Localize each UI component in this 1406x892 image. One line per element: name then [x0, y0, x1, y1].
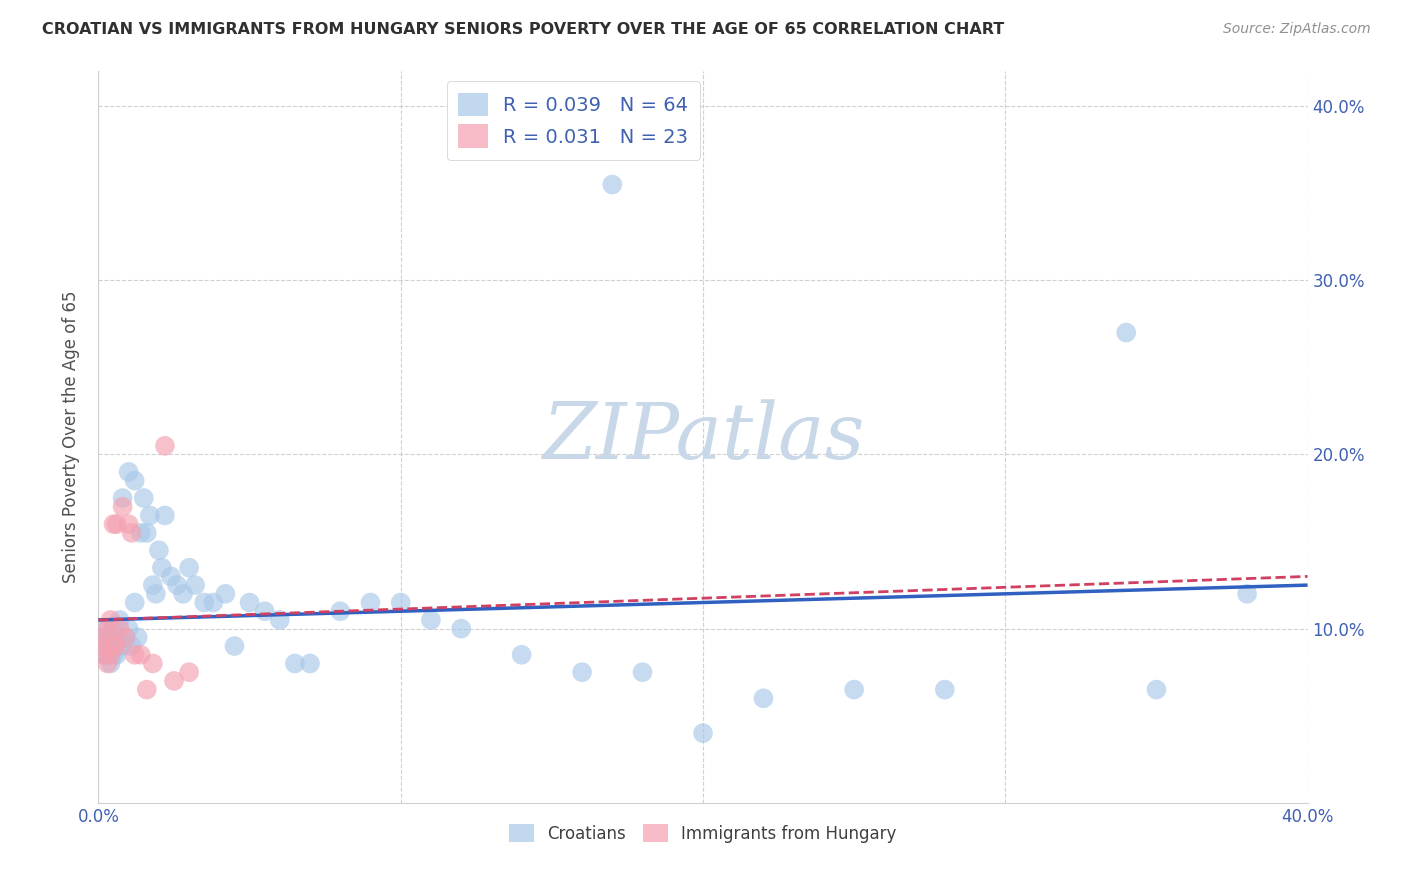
Legend: Croatians, Immigrants from Hungary: Croatians, Immigrants from Hungary [502, 818, 904, 849]
Point [100, 657, 122, 671]
Point [129, 648, 152, 662]
Point [602, 178, 624, 192]
Point [163, 673, 186, 688]
Point [172, 587, 194, 601]
Point [108, 613, 131, 627]
Point [153, 439, 176, 453]
Point [253, 604, 276, 618]
Point [1115, 326, 1137, 340]
Point [93, 648, 115, 662]
Point [1144, 682, 1167, 697]
Point [239, 595, 262, 609]
Point [108, 622, 131, 636]
Point [193, 595, 215, 609]
Point [96, 657, 118, 671]
Point [142, 578, 165, 592]
Point [450, 622, 472, 636]
Point [571, 665, 593, 680]
Point [111, 491, 134, 505]
Point [184, 578, 207, 592]
Point [135, 682, 157, 697]
Point [105, 639, 128, 653]
Point [105, 648, 128, 662]
Point [114, 631, 136, 645]
Point [269, 613, 291, 627]
Point [166, 578, 188, 592]
Point [108, 639, 131, 653]
Point [179, 560, 201, 574]
Point [145, 587, 167, 601]
Point [100, 648, 122, 662]
Point [121, 639, 143, 653]
Point [96, 648, 118, 662]
Point [299, 657, 322, 671]
Point [100, 639, 122, 653]
Point [124, 474, 146, 488]
Point [105, 517, 128, 532]
Point [844, 682, 866, 697]
Point [90, 639, 112, 653]
Point [153, 508, 176, 523]
Point [752, 691, 775, 706]
Point [692, 726, 714, 740]
Point [100, 631, 122, 645]
Point [420, 613, 443, 627]
Point [111, 500, 134, 514]
Point [132, 491, 155, 505]
Point [179, 665, 201, 680]
Point [139, 508, 162, 523]
Point [93, 622, 115, 636]
Text: CROATIAN VS IMMIGRANTS FROM HUNGARY SENIORS POVERTY OVER THE AGE OF 65 CORRELATI: CROATIAN VS IMMIGRANTS FROM HUNGARY SENI… [42, 22, 1004, 37]
Point [103, 622, 125, 636]
Point [148, 543, 170, 558]
Point [96, 631, 118, 645]
Point [631, 665, 654, 680]
Point [93, 648, 115, 662]
Point [100, 613, 122, 627]
Point [1236, 587, 1258, 601]
Text: ZIPatlas: ZIPatlas [541, 399, 865, 475]
Point [129, 525, 152, 540]
Point [329, 604, 352, 618]
Point [96, 622, 118, 636]
Point [93, 631, 115, 645]
Text: Source: ZipAtlas.com: Source: ZipAtlas.com [1223, 22, 1371, 37]
Point [118, 622, 141, 636]
Point [124, 595, 146, 609]
Point [114, 631, 136, 645]
Point [90, 631, 112, 645]
Point [103, 639, 125, 653]
Point [160, 569, 183, 583]
Point [224, 639, 246, 653]
Point [103, 639, 125, 653]
Point [214, 587, 236, 601]
Point [934, 682, 956, 697]
Point [360, 595, 382, 609]
Point [118, 517, 141, 532]
Point [111, 639, 134, 653]
Point [103, 517, 125, 532]
Point [284, 657, 307, 671]
Point [142, 657, 165, 671]
Point [124, 648, 146, 662]
Y-axis label: Seniors Poverty Over the Age of 65: Seniors Poverty Over the Age of 65 [62, 291, 80, 583]
Point [118, 465, 141, 479]
Point [135, 525, 157, 540]
Point [121, 525, 143, 540]
Point [202, 595, 225, 609]
Point [150, 560, 173, 574]
Point [510, 648, 533, 662]
Point [105, 631, 128, 645]
Point [96, 639, 118, 653]
Point [389, 595, 412, 609]
Point [103, 648, 125, 662]
Point [127, 631, 149, 645]
